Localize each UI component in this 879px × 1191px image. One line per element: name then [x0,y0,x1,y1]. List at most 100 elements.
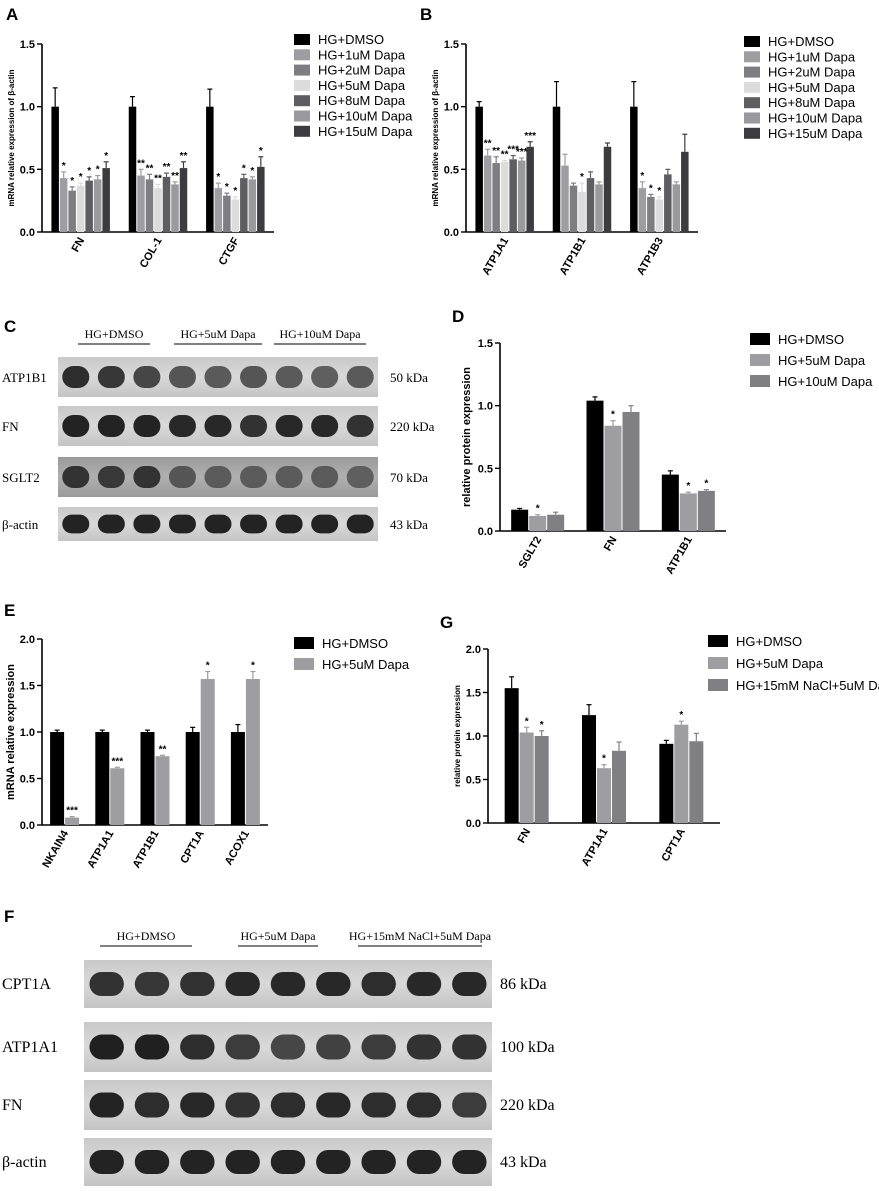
bar-ctgf-s0 [206,106,214,232]
bar-fn-s3 [76,185,85,232]
blot-band [361,1034,396,1060]
x-category-label: FN [70,235,88,254]
bar-atp1b3-s6 [681,151,689,232]
y-tick-label: 1.0 [20,102,35,114]
blot-band [180,1150,215,1174]
panel-letter-f: F [4,907,14,926]
legend-swatch [744,51,760,63]
legend-swatch [744,127,760,139]
blot-band [133,415,161,437]
y-tick-label: 1.5 [20,681,35,693]
panel-letter-b: B [420,5,432,24]
legend-entry: HG+DMSO [768,34,834,49]
blot-band [270,1092,306,1118]
blot-band [406,972,442,996]
blot-size-label: 100 kDa [500,1039,555,1056]
significance-mark: * [62,161,66,172]
bar-nkain4-s0 [50,732,65,825]
blot-band [406,1150,442,1174]
significance-mark: * [704,479,708,490]
legend-swatch [744,36,760,47]
panel-letter-e: E [4,601,15,620]
significance-mark: * [70,176,74,187]
significance-mark: * [611,410,615,421]
bar-sglt2-s2 [547,514,565,531]
blot-band [346,415,374,437]
blot-band [452,972,487,996]
blot-band [346,514,374,534]
bar-atp1b3-s1 [638,188,647,232]
bar-nkain4-s1 [65,817,80,825]
bar-atp1a1-s2 [492,163,500,232]
y-tick-label: 1.5 [444,39,459,51]
bar-atp1a1-s0 [95,732,110,825]
blot-row-label: FN [2,419,19,434]
blot-band [311,466,339,488]
y-axis-title: mRNA relative expression of β-actin [431,69,440,206]
bar-cpt1a-s0 [185,732,200,825]
western-blot-c: HG+DMSO HG+5uM Dapa HG+10uM Dapa ATP1B1 50 k… [2,327,435,541]
bar-fn-s1 [519,732,534,823]
bar-sglt2-s1 [529,515,547,531]
y-tick-label: 2.0 [20,634,35,646]
chart-b-atp1-mrna: 0.0 0.5 1.0 1.5 mRNA relative expression of … [431,34,863,277]
blot-band [275,415,303,437]
blot-band [134,1092,170,1118]
legend-swatch [744,97,760,109]
bar-atp1b1-s1 [155,756,170,825]
bar-atp1b1-s4 [586,178,595,232]
y-tick-label: 1.5 [478,338,493,350]
legend-entry: HG+5uM Dapa [318,78,406,93]
significance-mark: * [525,716,529,727]
legend-entry: HG+8uM Dapa [768,95,856,110]
blot-band [134,972,170,996]
bar-col-1-s3 [154,188,162,232]
blot-band [204,466,232,488]
y-tick-label: 0.0 [466,818,481,830]
blot-size-label: 70 kDa [390,470,428,485]
y-axis-title: relative protein expression [461,367,473,507]
significance-mark: * [649,183,653,194]
bar-col-1-s1 [137,175,145,232]
significance-mark: * [536,504,540,515]
blot-band [452,1034,487,1060]
panel-letter-d: D [452,307,464,326]
blot-group-label: HG+DMSO [117,929,176,943]
blot-size-label: 43 kDa [390,517,428,532]
panel-letter-a: A [6,5,18,24]
blot-band [168,366,196,388]
legend-swatch [294,49,310,61]
bar-atp1a1-s0 [582,715,596,823]
blot-row-label: β-actin [2,1154,47,1171]
significance-mark: * [225,182,229,193]
y-tick-label: 1.5 [20,39,35,51]
bar-fn-s0 [586,400,604,531]
legend-swatch [294,637,314,649]
blot-row-label: ATP1A1 [2,1039,58,1056]
blot-group-label: HG+5uM Dapa [240,929,316,943]
significance-mark: ** [501,150,509,161]
legend-swatch [294,64,310,76]
legend-swatch [708,657,728,669]
x-category-label: FN [516,826,534,845]
bar-atp1b3-s3 [655,199,664,232]
blot-band [311,415,339,437]
panel-letter-g: G [440,613,453,632]
significance-mark: ** [484,138,492,149]
chart-a-fibrosis-mrna: 0.0 0.5 1.0 1.5 mRNA relative expression of … [7,32,413,270]
blot-band [225,1034,260,1060]
x-category-label: CPT1A [660,826,688,863]
legend-entry: HG+8uM Dapa [318,93,406,108]
blot-row-label: SGLT2 [2,470,40,485]
y-tick-label: 1.0 [20,727,35,739]
blot-band [204,366,232,388]
y-tick-label: 0.5 [20,164,35,176]
blot-band [346,366,374,388]
legend-entry: HG+2uM Dapa [318,63,406,78]
significance-mark: * [87,166,91,177]
x-category-label: ATP1A1 [480,235,511,277]
bar-ctgf-s2 [223,195,231,232]
blot-band [168,415,196,437]
blot-band [62,366,90,388]
blot-band [62,415,90,437]
